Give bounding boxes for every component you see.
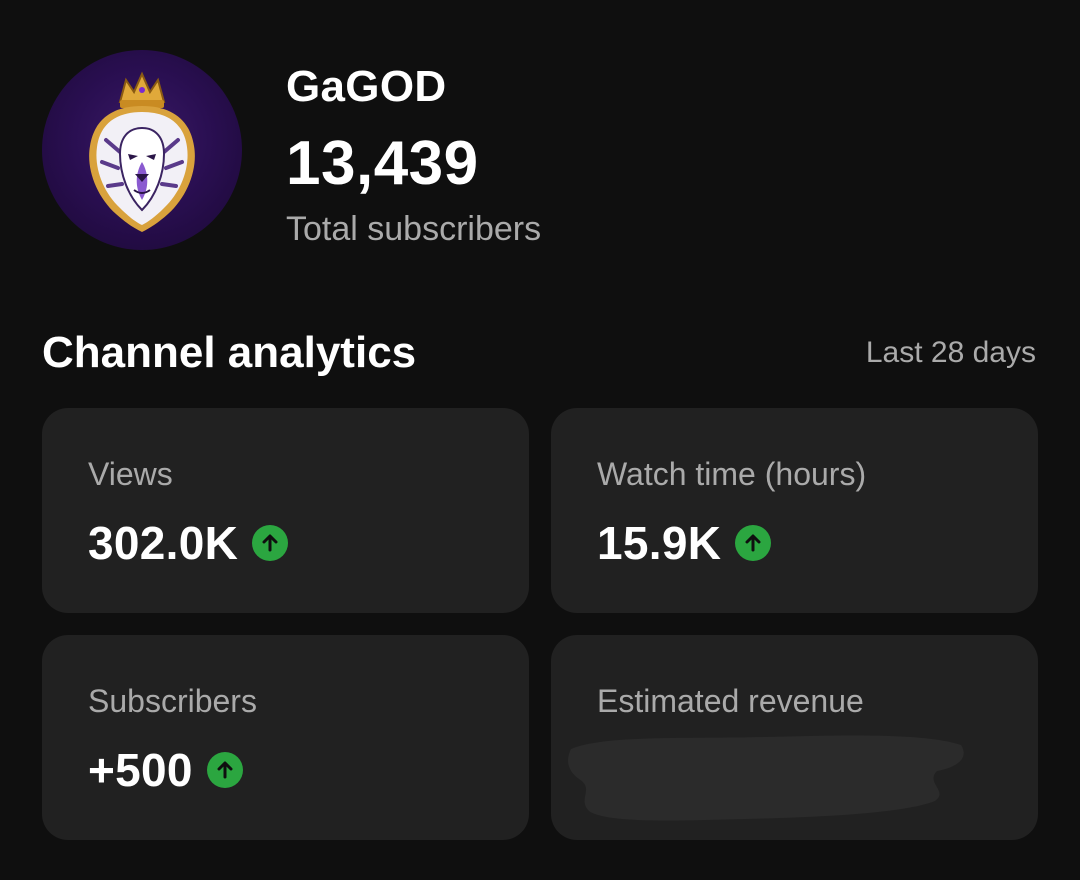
watch-time-card[interactable]: Watch time (hours) 15.9K — [551, 408, 1038, 613]
estimated-revenue-card[interactable]: Estimated revenue — [551, 635, 1038, 840]
card-value-row: 302.0K — [88, 516, 289, 570]
card-label: Estimated revenue — [597, 683, 864, 719]
subscribers-card[interactable]: Subscribers +500 — [42, 635, 529, 840]
card-value-row: +500 — [88, 743, 243, 797]
card-value-row: 15.9K — [597, 516, 772, 570]
channel-name: GaGOD — [286, 62, 447, 111]
card-label: Views — [88, 456, 173, 492]
card-label: Subscribers — [88, 683, 257, 719]
card-label: Watch time (hours) — [597, 456, 867, 492]
trend-up-icon — [206, 752, 243, 788]
lion-crown-icon — [89, 71, 195, 232]
period-label: Last 28 days — [865, 336, 1036, 369]
trend-up-icon — [735, 525, 772, 561]
views-card[interactable]: Views 302.0K — [42, 408, 529, 613]
section-title: Channel analytics — [42, 328, 417, 377]
card-value: 302.0K — [88, 517, 239, 569]
card-value: 15.9K — [597, 517, 722, 569]
total-subscriber-count: 13,439 — [286, 129, 479, 198]
trend-up-icon — [252, 525, 289, 561]
redacted-value — [568, 735, 964, 821]
card-value: +500 — [88, 744, 193, 796]
channel-avatar[interactable] — [42, 50, 242, 250]
total-subscribers-label: Total subscribers — [286, 210, 542, 248]
